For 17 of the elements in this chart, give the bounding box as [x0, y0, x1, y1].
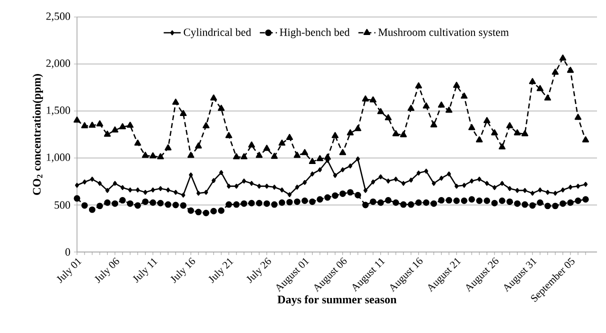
y-tick-label: 0 — [65, 248, 70, 256]
legend-label: Mushroom cultivation system — [378, 28, 509, 38]
legend-label: High-bench bed — [280, 28, 350, 38]
x-tick-label: July 11 — [132, 258, 158, 283]
y-axis-title: CO$_{2}$ concentration(ppm) — [32, 74, 43, 195]
y-tick-label: 500 — [54, 201, 70, 209]
y-tick-label: 2,500 — [46, 12, 70, 22]
y-tick-label: 1,000 — [46, 154, 70, 162]
y-tick-label: 1,500 — [46, 106, 70, 116]
legend-label: Cylindrical bed — [184, 28, 252, 38]
x-tick-label: July 01 — [56, 258, 82, 284]
x-tick-label: July 21 — [208, 258, 234, 284]
x-axis-title: Days for summer season — [278, 295, 396, 306]
x-tick-label: July 26 — [246, 258, 271, 284]
x-tick-label: July 06 — [94, 258, 120, 284]
y-tick-label: 2,000 — [46, 60, 70, 68]
x-tick-label: July 16 — [170, 258, 196, 284]
